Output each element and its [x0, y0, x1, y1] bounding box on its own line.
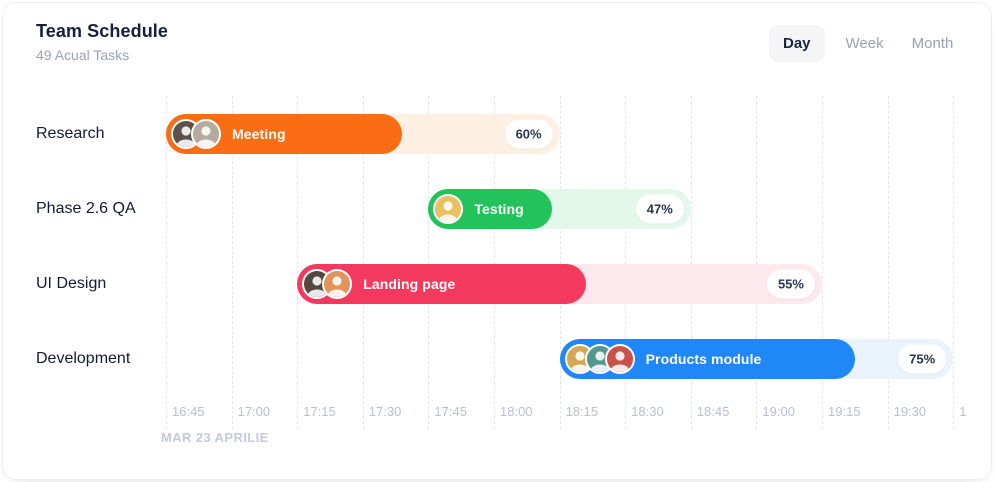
gridline: [822, 96, 823, 429]
task-bar[interactable]: Testing 47%: [428, 189, 691, 229]
time-tick-label: 16:45: [172, 404, 205, 419]
gridline: [953, 96, 955, 429]
avatar-group: [171, 119, 221, 149]
week-button[interactable]: Week: [839, 27, 891, 60]
time-tick-label: 18:00: [500, 404, 533, 419]
avatar: [191, 119, 221, 149]
time-tick-label: 17:00: [237, 404, 271, 419]
progress-percent-badge: 47%: [635, 194, 684, 224]
gridline: [166, 96, 167, 429]
row-label: Development: [36, 350, 131, 367]
avatar: [604, 344, 635, 374]
avatar-group: [302, 269, 353, 299]
gridline: [559, 96, 561, 429]
month-button[interactable]: Month: [905, 27, 961, 60]
page-title: Team Schedule: [36, 21, 169, 41]
task-bar-fill: Testing: [428, 189, 552, 229]
task-name: Meeting: [232, 126, 286, 142]
progress-percent-badge: 60%: [504, 119, 553, 149]
gridline: [297, 96, 299, 429]
gridline: [887, 96, 889, 429]
avatar: [433, 194, 464, 224]
avatar-group: [564, 344, 635, 374]
task-bar[interactable]: Landing page 55%: [297, 264, 822, 304]
gridline: [428, 96, 430, 429]
time-tick-label: 19:15: [828, 404, 861, 419]
row-label: UI Design: [36, 275, 107, 292]
task-name: Landing page: [363, 276, 456, 292]
progress-percent-badge: 75%: [898, 344, 947, 374]
gridline: [494, 96, 495, 429]
avatar-group: [433, 194, 464, 224]
time-tick-label: 18:45: [696, 404, 730, 419]
time-tick-label: 17:15: [303, 404, 336, 419]
time-tick-label: 18:15: [565, 404, 599, 419]
task-bar-fill: Landing page: [297, 264, 586, 304]
day-button[interactable]: Day: [769, 24, 825, 62]
avatar: [322, 269, 353, 299]
time-tick-label: 18:30: [631, 404, 664, 419]
task-bar[interactable]: Meeting 60%: [166, 114, 560, 154]
task-count-subtitle: 49 Acual Tasks: [36, 47, 130, 63]
gridline: [756, 96, 758, 429]
task-name: Testing: [474, 201, 524, 217]
gridline: [690, 96, 692, 429]
time-tick-label: 19:00: [762, 404, 795, 419]
gridline: [625, 96, 627, 429]
time-tick-label: 17:45: [434, 404, 467, 419]
time-tick-label: 17:30: [368, 404, 402, 419]
gridline: [362, 96, 364, 429]
progress-percent-badge: 55%: [766, 269, 815, 299]
gridline: [231, 96, 233, 429]
time-tick-label: 1: [959, 404, 967, 419]
task-bar-fill: Products module: [559, 339, 855, 379]
date-label: MAR 23 APRILIE: [161, 430, 269, 445]
row-label: Phase 2.6 QA: [36, 200, 136, 217]
task-name: Products module: [645, 351, 762, 367]
view-toggle: Day Week Month: [769, 24, 961, 62]
task-bar[interactable]: Products module 75%: [559, 339, 954, 379]
time-tick-label: 19:30: [893, 404, 927, 419]
gantt-chart: 16:45 17:00 17:15 17:30 17:45 18:00 18:15 18:30…: [3, 3, 991, 479]
task-bar-fill: Meeting: [166, 114, 403, 154]
row-label: Research: [36, 125, 105, 142]
